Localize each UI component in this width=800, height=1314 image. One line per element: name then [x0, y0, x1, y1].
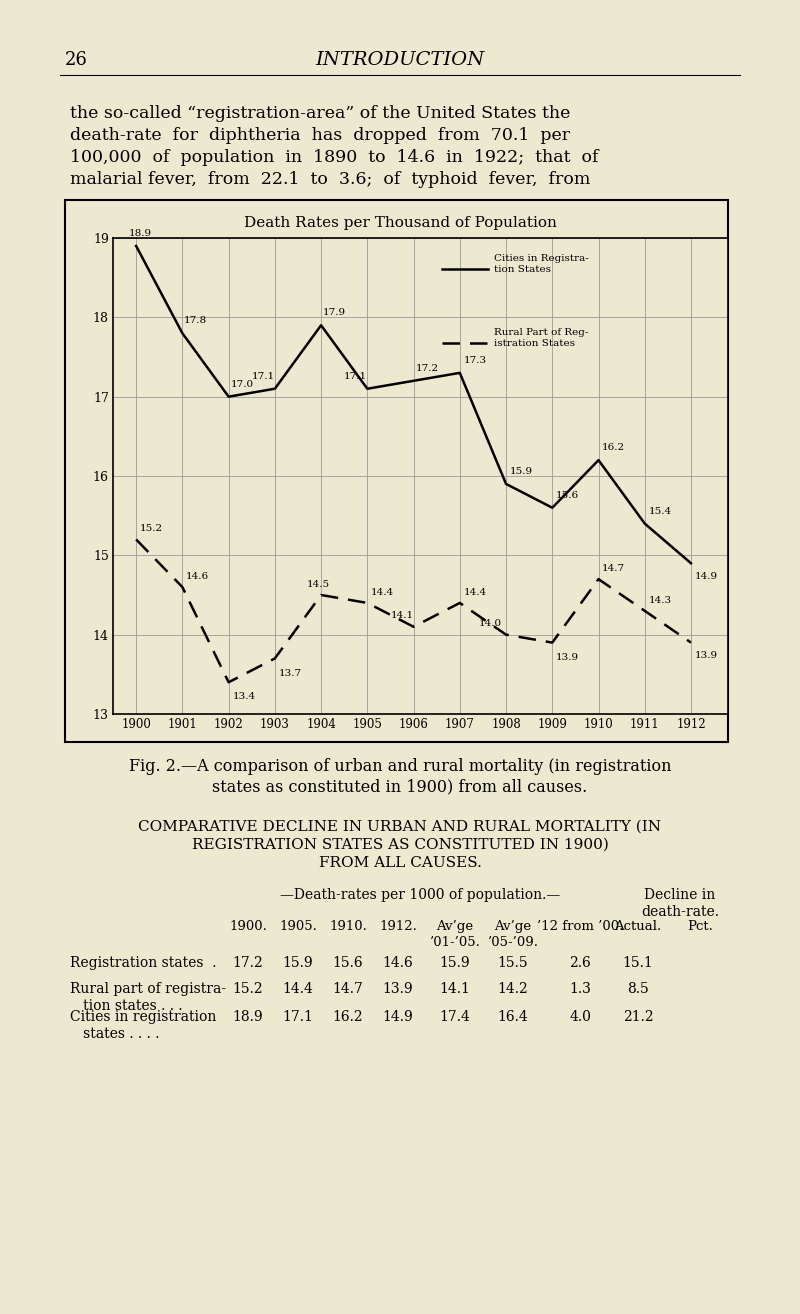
Text: 17.1: 17.1 [344, 372, 367, 381]
Text: 18.9: 18.9 [129, 229, 152, 238]
Text: 17.0: 17.0 [230, 380, 254, 389]
Text: states as constituted in 1900) from all causes.: states as constituted in 1900) from all … [212, 778, 588, 795]
Text: 1912.: 1912. [379, 920, 417, 933]
Text: 4.0: 4.0 [569, 1010, 591, 1024]
Text: 14.2: 14.2 [498, 982, 528, 996]
Text: 15.5: 15.5 [498, 957, 528, 970]
Text: 14.6: 14.6 [382, 957, 414, 970]
Text: Cities in Registra-
tion States: Cities in Registra- tion States [494, 254, 589, 275]
Text: 1.3: 1.3 [569, 982, 591, 996]
Text: 15.9: 15.9 [510, 466, 533, 476]
Text: 26: 26 [65, 51, 88, 70]
Text: Registration states  .: Registration states . [70, 957, 217, 970]
Text: Rural part of registra-
   tion states . . .: Rural part of registra- tion states . . … [70, 982, 226, 1013]
Text: 17.1: 17.1 [252, 372, 275, 381]
Text: Actual.: Actual. [614, 920, 662, 933]
Text: 16.2: 16.2 [333, 1010, 363, 1024]
Text: FROM ALL CAUSES.: FROM ALL CAUSES. [318, 855, 482, 870]
Text: 14.4: 14.4 [282, 982, 314, 996]
Text: 17.3: 17.3 [463, 356, 486, 365]
Text: Pct.: Pct. [687, 920, 713, 933]
Text: 14.9: 14.9 [382, 1010, 414, 1024]
Text: 14.1: 14.1 [390, 611, 414, 620]
Text: 100,000  of  population  in  1890  to  14.6  in  1922;  that  of: 100,000 of population in 1890 to 14.6 in… [70, 148, 598, 166]
Text: 18.9: 18.9 [233, 1010, 263, 1024]
Text: 15.2: 15.2 [233, 982, 263, 996]
Text: 17.9: 17.9 [323, 309, 346, 318]
Text: 1905.: 1905. [279, 920, 317, 933]
Text: 15.4: 15.4 [649, 507, 671, 515]
Text: 14.6: 14.6 [186, 572, 209, 581]
Text: 16.4: 16.4 [498, 1010, 528, 1024]
Text: 16.2: 16.2 [602, 443, 626, 452]
Text: REGISTRATION STATES AS CONSTITUTED IN 1900): REGISTRATION STATES AS CONSTITUTED IN 19… [191, 838, 609, 851]
Text: 17.2: 17.2 [415, 364, 438, 373]
Text: 14.7: 14.7 [602, 564, 626, 573]
Text: 13.4: 13.4 [232, 692, 255, 702]
Text: 15.9: 15.9 [282, 957, 314, 970]
Text: Av’ge
’01-’05.: Av’ge ’01-’05. [430, 920, 481, 949]
Text: death-rate  for  diphtheria  has  dropped  from  70.1  per: death-rate for diphtheria has dropped fr… [70, 127, 570, 145]
Text: malarial fever,  from  22.1  to  3.6;  of  typhoid  fever,  from: malarial fever, from 22.1 to 3.6; of typ… [70, 171, 590, 188]
Text: 14.4: 14.4 [463, 587, 486, 597]
Text: 15.2: 15.2 [140, 524, 163, 533]
Text: 15.6: 15.6 [333, 957, 363, 970]
Text: Cities in registration
   states . . . .: Cities in registration states . . . . [70, 1010, 216, 1041]
Text: INTRODUCTION: INTRODUCTION [315, 51, 485, 70]
Text: 13.9: 13.9 [694, 650, 718, 660]
Text: 17.1: 17.1 [282, 1010, 314, 1024]
Text: 13.9: 13.9 [556, 653, 579, 662]
Text: 14.4: 14.4 [371, 587, 394, 597]
Text: Fig. 2.—A comparison of urban and rural mortality (in registration: Fig. 2.—A comparison of urban and rural … [129, 758, 671, 775]
Text: 15.9: 15.9 [440, 957, 470, 970]
Text: 14.0: 14.0 [478, 619, 502, 628]
Text: 17.8: 17.8 [184, 317, 207, 326]
Text: 14.5: 14.5 [307, 579, 330, 589]
Text: COMPARATIVE DECLINE IN URBAN AND RURAL MORTALITY (IN: COMPARATIVE DECLINE IN URBAN AND RURAL M… [138, 820, 662, 834]
Text: 1910.: 1910. [329, 920, 367, 933]
Text: Decline in
death-rate.: Decline in death-rate. [641, 888, 719, 920]
Text: Rural Part of Reg-
istration States: Rural Part of Reg- istration States [494, 328, 589, 348]
Text: 14.1: 14.1 [439, 982, 470, 996]
Text: —Death-rates per 1000 of population.—: —Death-rates per 1000 of population.— [280, 888, 560, 901]
Text: 15.6: 15.6 [556, 491, 579, 499]
Text: ’12 from ’00.: ’12 from ’00. [537, 920, 623, 933]
Text: Death Rates per Thousand of Population: Death Rates per Thousand of Population [243, 215, 557, 230]
Text: 17.4: 17.4 [439, 1010, 470, 1024]
Text: 1900.: 1900. [229, 920, 267, 933]
Text: 14.3: 14.3 [649, 595, 671, 604]
Text: 8.5: 8.5 [627, 982, 649, 996]
Bar [65, 200, 728, 742]
Text: 21.2: 21.2 [622, 1010, 654, 1024]
Text: 17.2: 17.2 [233, 957, 263, 970]
Text: Av’ge
’05-’09.: Av’ge ’05-’09. [487, 920, 538, 949]
Text: 14.7: 14.7 [333, 982, 363, 996]
Text: 13.9: 13.9 [382, 982, 414, 996]
Text: 2.6: 2.6 [569, 957, 591, 970]
Text: 15.1: 15.1 [622, 957, 654, 970]
Text: 13.7: 13.7 [278, 669, 302, 678]
Text: the so-called “registration-area” of the United States the: the so-called “registration-area” of the… [70, 105, 570, 122]
Text: 14.9: 14.9 [694, 572, 718, 581]
